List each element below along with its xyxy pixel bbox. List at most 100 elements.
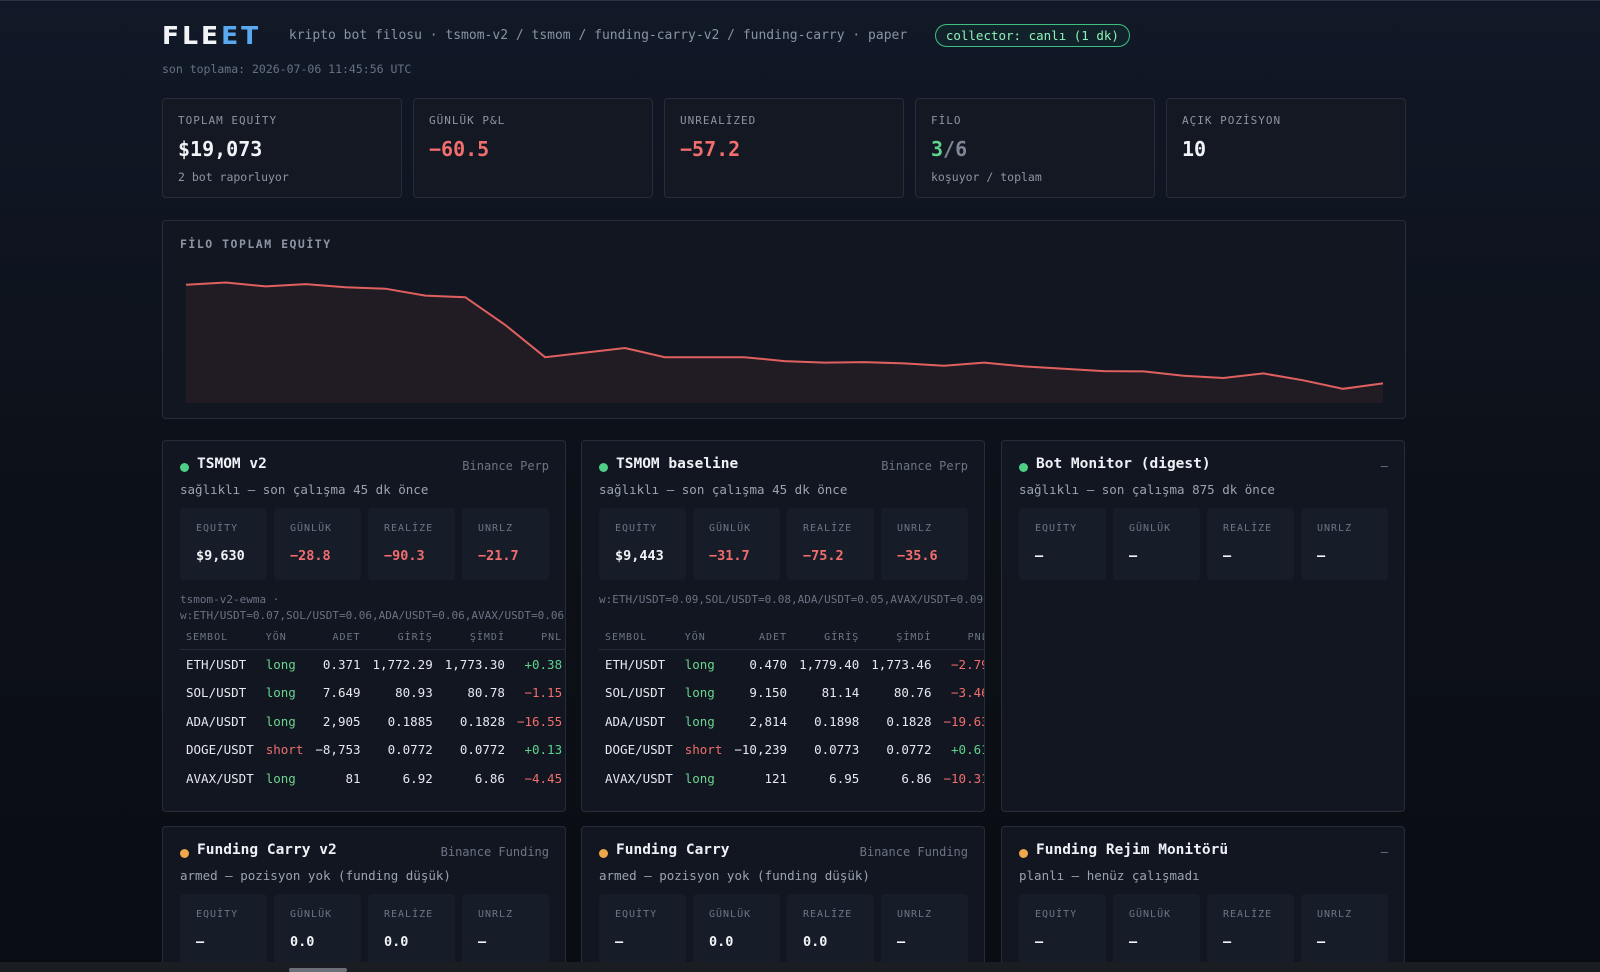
cell-side: short <box>265 742 304 758</box>
cell-side: long <box>684 685 715 701</box>
stat-label: UNREALİZED <box>680 114 757 127</box>
col-now: ŞİMDİ <box>865 632 938 650</box>
col-qty: ADET <box>309 632 367 650</box>
kpi-value: — <box>1317 548 1326 564</box>
cell-entry: 80.93 <box>395 685 433 701</box>
cell-qty: −8,753 <box>315 742 361 758</box>
col-pnl: PNL <box>510 632 565 650</box>
bot-name: Funding Carry v2 <box>197 842 337 858</box>
bot-kpis: EQUİTY — GÜNLÜK — REALİZE — UNRLZ — <box>1019 508 1389 582</box>
bot-card-tsmom-baseline[interactable]: TSMOM baseline Binance Perp sağlıklı — s… <box>581 440 985 812</box>
stat-label: AÇIK POZİSYON <box>1182 114 1282 127</box>
kpi-daily: GÜNLÜK — <box>1113 894 1200 963</box>
table-row[interactable]: DOGE/USDT short −10,239 0.0773 0.0772 +0.61 <box>599 736 984 765</box>
kpi-value: — <box>1129 548 1138 564</box>
kpi-equity: EQUİTY — <box>599 894 686 963</box>
last-collect-time: son toplama: 2026-07-06 11:45:56 UTC <box>162 62 412 76</box>
kpi-value: — <box>478 934 487 950</box>
kpi-equity: EQUİTY $9,630 <box>180 508 267 580</box>
table-row[interactable]: AVAX/USDT long 121 6.95 6.86 −10.31 <box>599 764 984 793</box>
cell-qty: 0.470 <box>749 656 788 672</box>
status-dot-icon <box>599 849 608 858</box>
kpi-label: REALİZE <box>803 909 853 920</box>
cell-pnl: +0.38 <box>524 656 563 672</box>
cell-now: 0.0772 <box>459 742 505 758</box>
cell-entry: 81.14 <box>821 685 860 701</box>
table-row[interactable]: AVAX/USDT long 81 6.92 6.86 −4.45 <box>180 764 565 793</box>
app-logo: FLEET <box>162 21 261 50</box>
bot-card-funding-carry[interactable]: Funding Carry Binance Funding armed — po… <box>581 826 985 963</box>
positions-table: SEMBOL YÖN ADET GİRİŞ ŞİMDİ PNL ETH/USDT… <box>599 632 985 793</box>
table-row[interactable]: ADA/USDT long 2,905 0.1885 0.1828 −16.55 <box>180 707 565 736</box>
cell-symbol: ETH/USDT <box>186 656 247 672</box>
cell-symbol: AVAX/USDT <box>605 770 673 786</box>
kpi-value: — <box>1223 548 1232 564</box>
table-header-row: SEMBOL YÖN ADET GİRİŞ ŞİMDİ PNL <box>599 632 984 650</box>
cell-now: 80.78 <box>467 685 505 701</box>
equity-area <box>186 282 1383 403</box>
col-side: YÖN <box>259 632 310 650</box>
stat-daily-pnl: GÜNLÜK P&L −60.5 <box>413 98 653 198</box>
kpi-unrealized: UNRLZ — <box>1301 508 1388 580</box>
kpi-label: GÜNLÜK <box>709 523 752 534</box>
fleet-equity-chart: FİLO TOPLAM EQUİTY <box>162 220 1406 419</box>
table-row[interactable]: ADA/USDT long 2,814 0.1898 0.1828 −19.63 <box>599 707 985 736</box>
cell-now: 6.86 <box>901 770 932 786</box>
cell-entry: 0.1898 <box>814 713 860 729</box>
kpi-value: — <box>196 934 205 950</box>
cell-symbol: ETH/USDT <box>605 656 666 672</box>
bot-name: Bot Monitor (digest) <box>1036 456 1211 472</box>
cell-now: 1,773.46 <box>871 656 932 672</box>
cell-side: long <box>265 685 296 701</box>
kpi-value: −75.2 <box>803 548 844 564</box>
kpi-realized: REALİZE — <box>1207 894 1294 963</box>
table-row[interactable]: DOGE/USDT short −8,753 0.0772 0.0772 +0.13 <box>180 736 565 765</box>
table-row[interactable]: SOL/USDT long 7.649 80.93 80.78 −1.15 <box>180 679 565 708</box>
bot-health: sağlıklı — son çalışma 45 dk önce <box>599 482 848 497</box>
cell-pnl: −19.63 <box>943 713 985 729</box>
table-row[interactable]: ETH/USDT long 0.470 1,779.40 1,773.46 −2.79 <box>599 650 984 679</box>
bot-card-bot-monitor[interactable]: Bot Monitor (digest) — sağlıklı — son ça… <box>1001 440 1405 812</box>
cell-symbol: DOGE/USDT <box>186 742 254 758</box>
horizontal-scrollbar[interactable] <box>0 962 1600 972</box>
col-pnl: PNL <box>937 632 984 650</box>
table-row[interactable]: SOL/USDT long 9.150 81.14 80.76 −3.46 <box>599 679 985 708</box>
col-entry: GİRİŞ <box>366 632 439 650</box>
kpi-value: — <box>1223 934 1232 950</box>
bot-exchange: Binance Funding <box>440 845 549 859</box>
kpi-label: UNRLZ <box>897 523 933 534</box>
col-side: YÖN <box>678 632 729 650</box>
bot-card-funding-regime-monitor[interactable]: Funding Rejim Monitörü — planlı — henüz … <box>1001 826 1405 963</box>
kpi-value: 0.0 <box>803 934 828 950</box>
col-entry: GİRİŞ <box>793 632 866 650</box>
kpi-unrealized: UNRLZ — <box>881 894 968 963</box>
kpi-value: 0.0 <box>709 934 734 950</box>
bot-exchange: Binance Perp <box>881 459 968 473</box>
kpi-equity: EQUİTY — <box>1019 894 1106 963</box>
cell-now: 0.1828 <box>886 713 932 729</box>
kpi-label: EQUİTY <box>196 909 239 920</box>
bot-name: Funding Rejim Monitörü <box>1036 842 1229 858</box>
collector-status-badge: collector: canlı (1 dk) <box>934 24 1130 47</box>
cell-side: long <box>684 656 715 672</box>
cell-side: long <box>684 770 715 786</box>
cell-pnl: −3.46 <box>951 685 985 701</box>
kpi-label: GÜNLÜK <box>1129 523 1172 534</box>
scrollbar-thumb[interactable] <box>289 968 347 972</box>
chart-title: FİLO TOPLAM EQUİTY <box>180 237 332 251</box>
logo-text-b: ET <box>221 21 262 50</box>
stat-value: 10 <box>1182 137 1207 161</box>
cell-pnl: +0.13 <box>524 742 563 758</box>
kpi-label: REALİZE <box>1223 523 1273 534</box>
bot-health: armed — pozisyon yok (funding düşük) <box>599 868 870 883</box>
kpi-realized: REALİZE −90.3 <box>368 508 455 580</box>
bot-card-tsmom-v2[interactable]: TSMOM v2 Binance Perp sağlıklı — son çal… <box>162 440 566 812</box>
stat-label: TOPLAM EQUİTY <box>178 114 278 127</box>
cell-now: 1,773.30 <box>444 656 505 672</box>
bot-card-funding-carry-v2[interactable]: Funding Carry v2 Binance Funding armed —… <box>162 826 566 963</box>
kpi-value: $9,630 <box>196 548 245 564</box>
cell-qty: 81 <box>345 770 361 786</box>
table-row[interactable]: ETH/USDT long 0.371 1,772.29 1,773.30 +0.38 <box>180 650 565 679</box>
cell-entry: 6.92 <box>402 770 433 786</box>
